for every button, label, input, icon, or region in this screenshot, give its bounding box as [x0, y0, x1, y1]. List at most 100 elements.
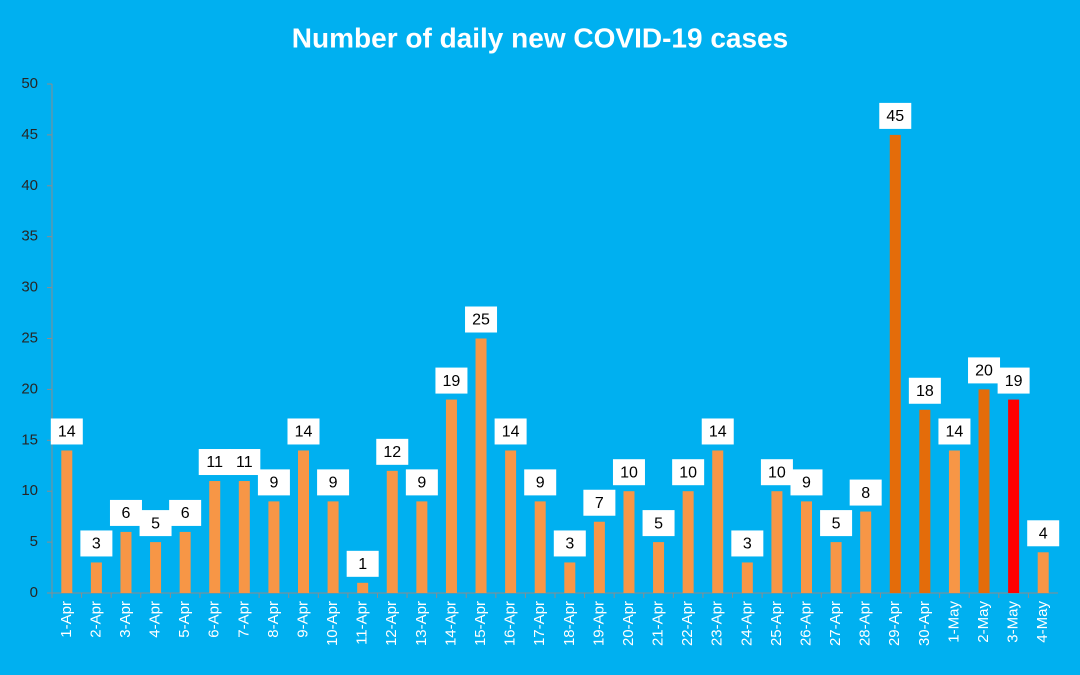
y-tick-label: 40 — [21, 177, 38, 194]
x-tick-label: 19-Apr — [590, 601, 607, 646]
x-tick-label: 26-Apr — [797, 601, 814, 646]
data-label: 14 — [295, 424, 313, 441]
bar — [653, 542, 665, 593]
data-label-box — [169, 499, 202, 526]
bar — [623, 491, 635, 593]
data-label: 9 — [269, 475, 278, 492]
data-label: 20 — [975, 363, 993, 380]
bar — [179, 531, 191, 593]
data-label: 5 — [151, 515, 160, 532]
x-tick-label: 29-Apr — [886, 601, 903, 646]
x-tick-label: 30-Apr — [916, 601, 933, 646]
data-label: 11 — [236, 454, 253, 471]
bar — [860, 511, 872, 593]
data-label: 45 — [886, 108, 904, 125]
bar — [830, 542, 842, 593]
bar — [150, 542, 162, 593]
data-label-box — [346, 550, 379, 577]
bar — [682, 491, 694, 593]
bar — [919, 409, 931, 593]
bar — [298, 450, 309, 593]
data-label-box — [405, 469, 438, 496]
bar — [505, 450, 517, 593]
data-label-box — [820, 510, 853, 537]
data-label: 19 — [443, 373, 461, 390]
data-label-box — [465, 306, 498, 333]
x-tick-label: 12-Apr — [383, 601, 400, 646]
x-tick-label: 23-Apr — [709, 601, 726, 646]
bar — [712, 450, 724, 593]
bar — [801, 501, 812, 593]
x-tick-label: 14-Apr — [442, 601, 459, 646]
bar — [327, 501, 339, 593]
x-tick-label: 7-Apr — [235, 601, 252, 638]
data-label-box — [524, 469, 557, 496]
bar — [209, 481, 221, 593]
x-tick-label: 28-Apr — [857, 601, 874, 646]
y-tick-label: 45 — [21, 126, 38, 143]
x-tick-label: 9-Apr — [294, 601, 311, 638]
bar — [889, 134, 901, 593]
y-tick-label: 10 — [21, 482, 38, 499]
data-label-box — [139, 510, 172, 537]
x-tick-label: 22-Apr — [679, 601, 696, 646]
bar — [1037, 552, 1049, 593]
data-label: 7 — [595, 495, 604, 512]
x-tick-label: 24-Apr — [738, 601, 755, 646]
x-tick-label: 18-Apr — [561, 601, 578, 646]
data-label-box — [968, 357, 1001, 384]
bar — [948, 450, 960, 593]
data-label: 14 — [946, 424, 964, 441]
bar — [564, 562, 576, 593]
data-label-box — [849, 479, 882, 506]
x-tick-label: 3-May — [1005, 601, 1022, 643]
y-tick-label: 35 — [21, 228, 38, 245]
data-label-box — [257, 469, 290, 496]
data-label: 14 — [709, 424, 727, 441]
bar — [593, 521, 605, 593]
bar — [120, 531, 132, 593]
data-label: 14 — [502, 424, 520, 441]
bar — [771, 491, 783, 593]
y-tick-label: 20 — [21, 380, 38, 397]
bar — [61, 450, 73, 593]
data-label: 6 — [181, 505, 190, 522]
x-tick-label: 8-Apr — [265, 601, 282, 638]
bar — [445, 399, 457, 593]
x-tick-label: 10-Apr — [324, 601, 341, 646]
data-label-box — [198, 449, 231, 476]
data-label-box — [672, 459, 705, 486]
data-label: 11 — [206, 454, 223, 471]
data-label: 3 — [565, 536, 574, 553]
x-tick-label: 3-Apr — [117, 601, 134, 638]
data-label: 10 — [679, 464, 697, 481]
data-label-box — [612, 459, 645, 486]
data-label: 9 — [417, 475, 426, 492]
x-tick-label: 4-Apr — [147, 601, 164, 638]
data-label-box — [642, 510, 675, 537]
x-tick-label: 4-May — [1034, 601, 1051, 643]
data-label-box — [80, 530, 113, 557]
x-tick-label: 15-Apr — [472, 601, 489, 646]
bar — [268, 501, 280, 593]
bar — [534, 501, 546, 593]
data-label: 8 — [861, 485, 870, 502]
data-label: 9 — [329, 475, 338, 492]
data-label: 14 — [58, 424, 76, 441]
x-tick-label: 1-May — [945, 601, 962, 643]
data-label-box — [790, 469, 823, 496]
bar — [238, 481, 250, 593]
data-label-box — [494, 418, 527, 445]
data-label: 10 — [768, 464, 786, 481]
data-label: 18 — [916, 383, 934, 400]
data-label: 5 — [654, 515, 663, 532]
data-label-box — [435, 367, 468, 394]
data-label-box — [701, 418, 734, 445]
x-tick-label: 6-Apr — [206, 601, 223, 638]
data-label: 5 — [832, 515, 841, 532]
x-tick-label: 1-Apr — [58, 601, 75, 638]
data-label-box — [317, 469, 350, 496]
data-label: 6 — [122, 505, 131, 522]
